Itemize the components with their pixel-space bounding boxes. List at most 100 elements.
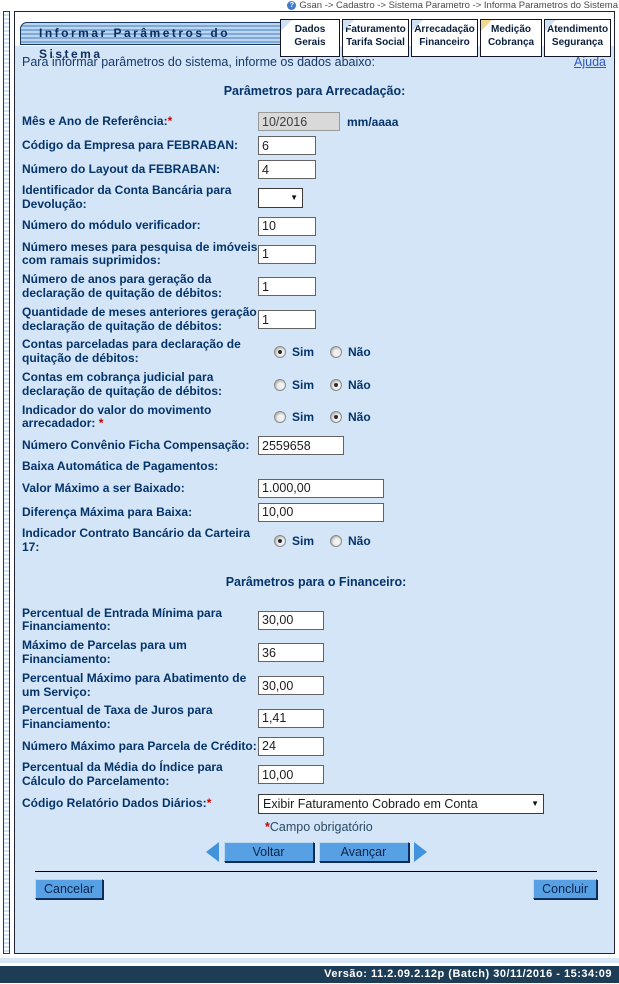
anos-geracao-label: Número de anos para geração da declaraçã… xyxy=(22,272,223,300)
contas-parceladas-radio-nao[interactable] xyxy=(330,346,343,359)
row-numero-convenio: Número Convênio Ficha Compensação: xyxy=(22,436,610,456)
maximo-abatimento-label: Percentual Máximo para Abatimento de um … xyxy=(22,670,247,699)
relatorio-diarios-select[interactable]: Exibir Faturamento Cobrado em Conta ▼ xyxy=(258,793,544,814)
header-area: Informar Parâmetros do Sistema Dados Gera… xyxy=(15,12,614,61)
row-media-indice: Percentual da Média do Índice para Cálcu… xyxy=(22,759,610,789)
breadcrumb: ? Gsan -> Cadastro -> Sistema Parametro -… xyxy=(0,0,619,12)
tab-atendimento-seguranca[interactable]: Atendimento Segurança xyxy=(544,19,611,57)
row-maximo-parcelas: Máximo de Parcelas para um Financiamento… xyxy=(22,638,610,667)
tab-dados-gerais[interactable]: Dados Gerais xyxy=(280,19,340,57)
codigo-empresa-input[interactable] xyxy=(258,136,316,155)
codigo-empresa-label: Código da Empresa para FEBRABAN: xyxy=(22,137,239,152)
contas-judicial-label: Contas em cobrança judicial para declara… xyxy=(22,369,223,398)
page-title: Informar Parâmetros do Sistema xyxy=(20,22,300,61)
bottom-actions: Cancelar Concluir xyxy=(22,878,610,899)
identificador-conta-label: Identificador da Conta Bancária para Dev… xyxy=(22,183,232,211)
valor-maximo-input[interactable] xyxy=(258,478,384,498)
row-taxa-juros: Percentual de Taxa de Juros para Financi… xyxy=(22,704,610,732)
page-container: Informar Parâmetros do Sistema Dados Gera… xyxy=(14,11,615,954)
entrada-minima-label: Percentual de Entrada Mínima para Financ… xyxy=(22,605,223,634)
breadcrumb-path: Gsan -> Cadastro -> Sistema Parametro ->… xyxy=(299,0,618,11)
required-asterisk: * xyxy=(206,795,212,810)
row-contas-parceladas: Contas parceladas para declaração de qui… xyxy=(22,337,371,366)
row-valor-maximo: Valor Máximo a ser Baixado: xyxy=(22,478,610,498)
relatorio-diarios-label: Código Relatório Dados Diários:* xyxy=(22,795,212,810)
mes-ano-format-hint: mm/aaaa xyxy=(347,114,399,129)
meses-anteriores-input[interactable] xyxy=(258,310,316,330)
numero-convenio-input[interactable] xyxy=(258,436,344,456)
tab-medicao-cobranca[interactable]: Medição Cobrança xyxy=(480,19,542,57)
row-modulo-verificador: Número do módulo verificador: xyxy=(22,216,610,236)
contas-parceladas-label: Contas parceladas para declaração de qui… xyxy=(22,337,241,366)
section-title-arrecadacao: Parâmetros para Arrecadação: xyxy=(223,84,406,98)
wizard-nav: Voltar Avançar xyxy=(22,841,610,862)
mes-ano-label: Mês e Ano de Referência:* xyxy=(22,113,173,128)
required-field-note: *Campo obrigatório xyxy=(265,819,373,834)
indicador-movimento-label: Indicador do valor do movimento arrecada… xyxy=(22,402,212,431)
row-indicador-movimento: Indicador do valor do movimento arrecada… xyxy=(22,402,371,431)
footer-accent-strip xyxy=(0,958,619,963)
baixa-automatica-label: Baixa Automática de Pagamentos: xyxy=(22,459,219,474)
chevron-down-icon: ▼ xyxy=(290,193,298,203)
row-relatorio-diarios: Código Relatório Dados Diários:* Exibir … xyxy=(22,793,610,814)
maximo-parcelas-input[interactable] xyxy=(258,643,324,663)
diferenca-maxima-label: Diferença Máxima para Baixa: xyxy=(22,504,193,519)
tab-bar: Dados Gerais Faturamento Tarifa Social Arr… xyxy=(280,19,611,57)
meses-pesquisa-input[interactable] xyxy=(258,244,316,264)
diferenca-maxima-input[interactable] xyxy=(258,502,384,522)
meses-pesquisa-label: Número meses para pesquisa de imóveis co… xyxy=(22,239,258,268)
help-icon[interactable]: ? xyxy=(287,0,297,10)
tab-faturamento-tarifa-social[interactable]: Faturamento Tarifa Social xyxy=(342,19,409,57)
divider xyxy=(35,870,597,872)
contrato-carteira-radio-nao[interactable] xyxy=(330,534,343,547)
taxa-juros-label: Percentual de Taxa de Juros para Financi… xyxy=(22,703,213,732)
row-codigo-empresa: Código da Empresa para FEBRABAN: xyxy=(22,136,610,155)
left-decorative-stripe xyxy=(3,11,10,954)
maximo-parcelas-label: Máximo de Parcelas para um Financiamento… xyxy=(22,638,187,666)
numero-layout-input[interactable] xyxy=(258,160,316,179)
form-body: Mês e Ano de Referência:* mm/aaaa Código… xyxy=(15,112,614,899)
indicador-movimento-radio-sim[interactable] xyxy=(274,411,286,424)
contrato-carteira-radio-sim[interactable] xyxy=(274,534,286,547)
taxa-juros-input[interactable] xyxy=(258,708,324,728)
entrada-minima-input[interactable] xyxy=(258,610,324,630)
media-indice-input[interactable] xyxy=(258,765,324,785)
row-diferenca-maxima: Diferença Máxima para Baixa: xyxy=(22,502,610,522)
ajuda-link[interactable]: Ajuda xyxy=(574,55,606,69)
voltar-button[interactable]: Voltar xyxy=(223,841,314,862)
parcela-credito-input[interactable] xyxy=(258,736,324,756)
row-parcela-credito: Número Máximo para Parcela de Crédito: xyxy=(22,736,610,756)
meses-anteriores-label: Quantidade de meses anteriores geração d… xyxy=(22,304,257,333)
row-meses-pesquisa: Número meses para pesquisa de imóveis co… xyxy=(22,239,610,269)
maximo-abatimento-input[interactable] xyxy=(258,676,324,696)
row-entrada-minima: Percentual de Entrada Mínima para Financ… xyxy=(22,605,610,635)
indicador-movimento-radio-nao[interactable] xyxy=(330,411,343,424)
contas-judicial-radio-nao[interactable] xyxy=(330,378,343,391)
parcela-credito-label: Número Máximo para Parcela de Crédito: xyxy=(22,738,257,753)
row-contas-judicial: Contas em cobrança judicial para declara… xyxy=(22,369,371,398)
intro-text: Para informar parâmetros do sistema, inf… xyxy=(22,55,375,69)
cancelar-button[interactable]: Cancelar xyxy=(35,878,104,899)
conta-devolucao-select[interactable]: ▼ xyxy=(258,187,303,208)
media-indice-label: Percentual da Média do Índice para Cálcu… xyxy=(22,759,223,788)
anos-geracao-input[interactable] xyxy=(258,277,316,297)
tab-arrecadacao-financeiro[interactable]: Arrecadação Financeiro xyxy=(411,19,478,57)
modulo-verificador-label: Número do módulo verificador: xyxy=(22,218,201,233)
row-identificador-conta: Identificador da Conta Bancária para Dev… xyxy=(22,183,610,212)
arrow-right-icon[interactable] xyxy=(413,841,427,862)
required-asterisk: * xyxy=(167,113,173,128)
contas-parceladas-radio-sim[interactable] xyxy=(274,346,286,359)
row-mes-ano: Mês e Ano de Referência:* mm/aaaa xyxy=(22,112,610,131)
mes-ano-input[interactable] xyxy=(258,112,340,131)
chevron-down-icon: ▼ xyxy=(531,799,539,809)
row-contrato-carteira: Indicador Contrato Bancário da Carteira … xyxy=(22,525,371,554)
arrow-left-icon[interactable] xyxy=(205,841,219,862)
modulo-verificador-input[interactable] xyxy=(258,216,316,236)
avancar-button[interactable]: Avançar xyxy=(318,841,409,862)
required-asterisk: * xyxy=(98,416,104,431)
row-meses-anteriores: Quantidade de meses anteriores geração d… xyxy=(22,304,610,334)
section-title-financeiro: Parâmetros para o Financeiro: xyxy=(225,574,407,589)
footer-version: Versão: 11.2.09.2.12p (Batch) 30/11/2016… xyxy=(0,966,619,983)
contas-judicial-radio-sim[interactable] xyxy=(274,378,286,391)
concluir-button[interactable]: Concluir xyxy=(533,878,597,899)
